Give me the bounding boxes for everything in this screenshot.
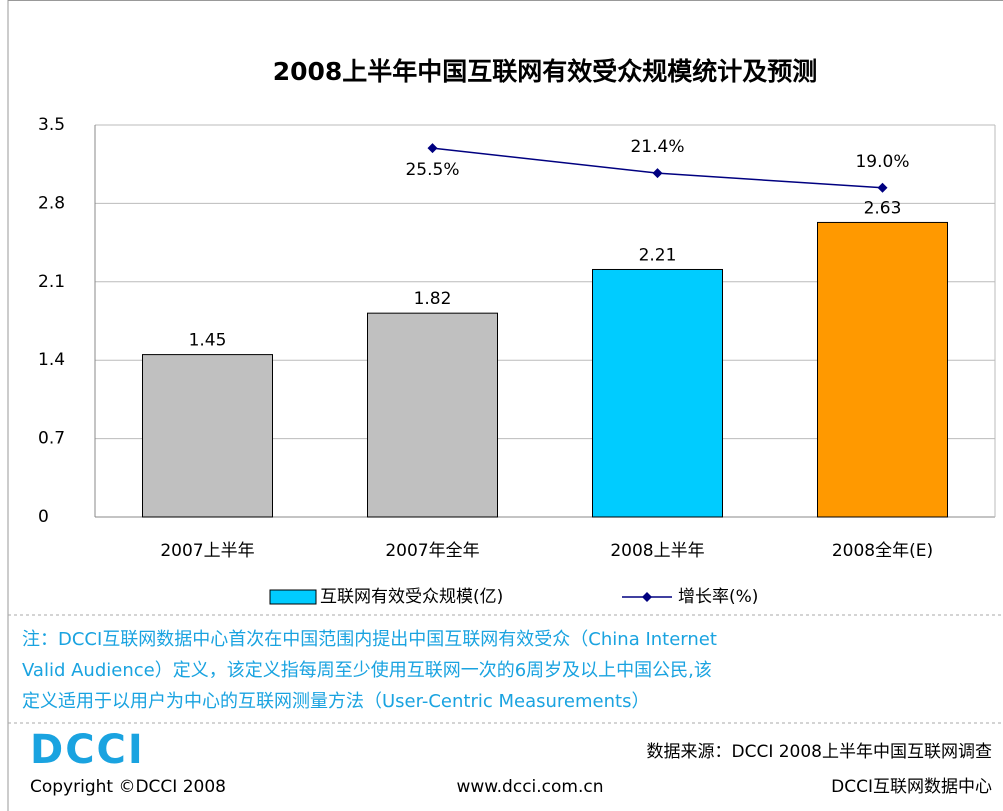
y-tick-label: 0 — [38, 507, 49, 527]
y-tick-label: 1.4 — [38, 350, 65, 370]
logo: DCCI — [30, 727, 145, 773]
data-label: 21.4% — [630, 137, 684, 157]
point-marker — [652, 168, 663, 179]
y-tick-label: 3.5 — [38, 115, 65, 135]
legend-label: 互联网有效受众规模(亿) — [320, 587, 503, 607]
legend-label: 增长率(%) — [678, 587, 758, 607]
chart-title: 2008上半年中国互联网有效受众规模统计及预测 — [273, 57, 818, 86]
point-marker — [877, 182, 888, 193]
data-label: 25.5% — [405, 160, 459, 180]
x-tick-label: 2007年全年 — [385, 541, 479, 561]
url: www.dcci.com.cn — [457, 777, 604, 797]
data-label: 1.82 — [414, 289, 452, 309]
y-tick-label: 2.8 — [38, 193, 65, 213]
x-tick-label: 2007上半年 — [160, 541, 254, 561]
bar — [817, 221, 948, 518]
data-label: 2.63 — [864, 198, 902, 218]
x-tick-label: 2008全年(E) — [832, 541, 933, 561]
legend-marker — [642, 592, 652, 602]
data-label: 1.45 — [189, 331, 227, 351]
legend-swatch — [269, 589, 317, 605]
y-tick-label: 0.7 — [38, 429, 65, 449]
note-line: Valid Audience）定义，该定义指每周至少使用互联网一次的6周岁及以上… — [22, 660, 712, 681]
x-tick-label: 2008上半年 — [610, 541, 704, 561]
y-tick-label: 2.1 — [38, 272, 65, 292]
bar — [367, 312, 498, 518]
data-label: 2.21 — [639, 245, 677, 265]
note-line: 注：DCCI互联网数据中心首次在中国范围内提出中国互联网有效受众（China I… — [22, 629, 717, 650]
copyright: Copyright ©DCCI 2008 — [30, 777, 226, 797]
bar — [142, 354, 273, 518]
footer-center: DCCI互联网数据中心 — [831, 777, 992, 797]
data-label: 19.0% — [855, 152, 909, 172]
note-line: 定义适用于以用户为中心的互联网测量方法（User-Centric Measure… — [22, 691, 649, 712]
point-marker — [427, 143, 438, 154]
bar — [592, 268, 723, 518]
source: 数据来源：DCCI 2008上半年中国互联网调查 — [646, 742, 992, 762]
